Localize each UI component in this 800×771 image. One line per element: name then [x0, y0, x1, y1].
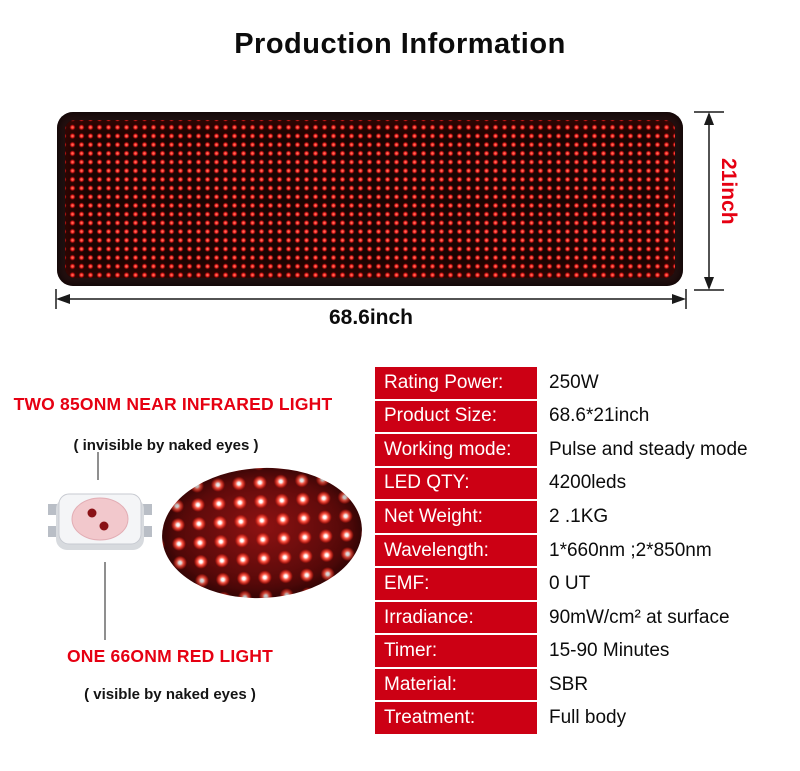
spec-row-label: Treatment: — [375, 702, 537, 735]
red-light-note: ( visible by naked eyes ) — [84, 686, 256, 703]
width-dimension-label: 68.6inch — [328, 306, 414, 329]
spec-row-label: EMF: — [375, 568, 537, 600]
spec-row-value: 15-90 Minutes — [537, 635, 792, 667]
led-pad-illustration — [158, 462, 366, 604]
spec-table: Rating Power: 250W Product Size: 68.6*21… — [375, 367, 792, 735]
spec-row: Timer: 15-90 Minutes — [375, 635, 792, 667]
spec-row-label: Irradiance: — [375, 601, 537, 634]
red-light-heading: ONE 66ONM RED LIGHT — [66, 646, 274, 666]
spec-row-label: LED QTY: — [375, 467, 537, 500]
led-mat-dots — [65, 120, 675, 278]
led-chip-illustration — [48, 493, 152, 550]
spec-row-value: 4200leds — [537, 467, 792, 500]
spec-row: Wavelength: 1*660nm ;2*850nm — [375, 534, 792, 567]
spec-row: EMF: 0 UT — [375, 568, 792, 600]
chip-connector-line-top — [97, 452, 99, 480]
spec-row: Irradiance: 90mW/cm² at surface — [375, 601, 792, 634]
spec-row: Material: SBR — [375, 668, 792, 701]
spec-row: LED QTY: 4200leds — [375, 467, 792, 500]
infrared-light-note: ( invisible by naked eyes ) — [73, 437, 259, 454]
chip-connector-line-bottom — [104, 562, 106, 640]
spec-row-label: Working mode: — [375, 434, 537, 466]
spec-row-value: 250W — [537, 367, 792, 399]
spec-row-value: 68.6*21inch — [537, 400, 792, 433]
spec-row-label: Net Weight: — [375, 501, 537, 533]
spec-row: Net Weight: 2 .1KG — [375, 501, 792, 533]
spec-row: Product Size: 68.6*21inch — [375, 400, 792, 433]
spec-row: Treatment: Full body — [375, 702, 792, 735]
spec-row-label: Timer: — [375, 635, 537, 667]
height-dimension-arrow — [694, 111, 724, 291]
spec-row-label: Rating Power: — [375, 367, 537, 399]
spec-row-label: Product Size: — [375, 400, 537, 433]
infrared-light-heading: TWO 85ONM NEAR INFRARED LIGHT — [13, 394, 333, 414]
spec-row-value: Full body — [537, 702, 792, 735]
spec-row-value: 90mW/cm² at surface — [537, 601, 792, 634]
spec-row-value: 2 .1KG — [537, 501, 792, 533]
spec-row-value: 1*660nm ;2*850nm — [537, 534, 792, 567]
spec-row-label: Wavelength: — [375, 534, 537, 567]
led-mat — [57, 112, 683, 286]
spec-row: Rating Power: 250W — [375, 367, 792, 399]
height-dimension-label: 21inch — [717, 158, 740, 225]
spec-row-value: Pulse and steady mode — [537, 434, 792, 466]
spec-row-value: SBR — [537, 668, 792, 701]
spec-row-label: Material: — [375, 668, 537, 701]
page-title: Production Information — [234, 28, 566, 60]
width-dimension-arrow — [55, 289, 687, 309]
spec-row-value: 0 UT — [537, 568, 792, 600]
spec-row: Working mode: Pulse and steady mode — [375, 434, 792, 466]
